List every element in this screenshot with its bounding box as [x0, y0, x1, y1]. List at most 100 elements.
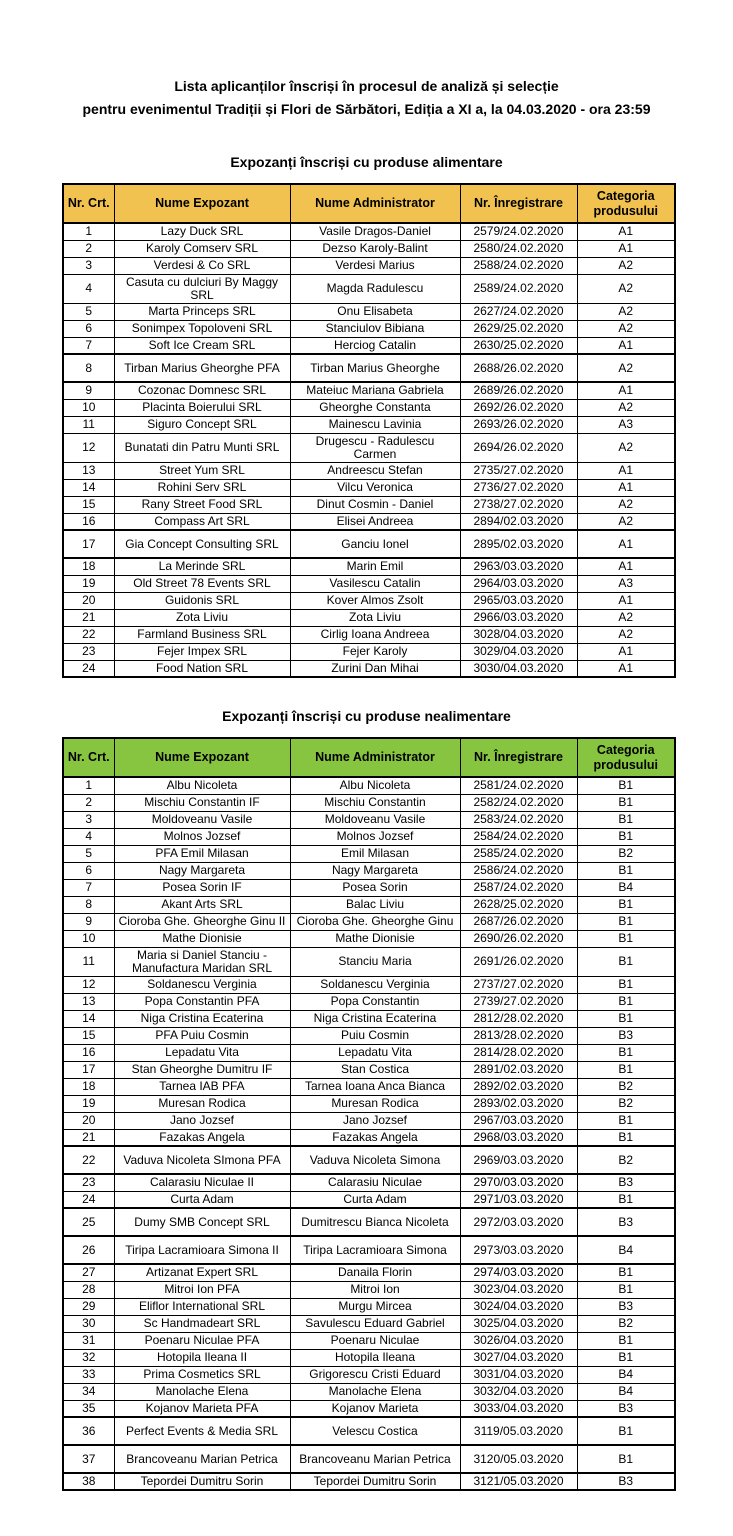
- cell-categoria: A2: [576, 302, 676, 321]
- cell-administrator: Savulescu Eduard Gabriel: [289, 1314, 461, 1333]
- column-header-nr: Nr. Crt.: [62, 183, 115, 224]
- cell-administrator: Brancoveanu Marian Petrica: [289, 1444, 461, 1474]
- cell-administrator: Jano Jozsef: [289, 1111, 461, 1130]
- table-row: 11 Maria si Daniel Stanciu - Manufactura …: [62, 946, 676, 977]
- cell-expozant: Hotopila Ileana II: [113, 1348, 291, 1367]
- cell-inregistrare: 2692/26.02.2020: [459, 398, 578, 417]
- header-row-alimentare: Nr. Crt. Nume Expozant Nume Administrator N…: [62, 183, 676, 224]
- cell-expozant: Karoly Comserv SRL: [113, 239, 291, 258]
- cell-expozant: La Merinde SRL: [113, 557, 291, 576]
- table-row: 22 Farmland Business SRL Cirlig Ioana Andr…: [62, 625, 676, 644]
- table-row: 18 Tarnea IAB PFA Tarnea Ioana Anca Bianca…: [62, 1077, 676, 1096]
- cell-categoria: B3: [576, 1472, 676, 1491]
- table-row: 7 Soft Ice Cream SRL Herciog Catalin 2630/2…: [62, 336, 676, 355]
- cell-categoria: B1: [576, 1128, 676, 1147]
- cell-nr: 35: [62, 1399, 115, 1418]
- cell-nr: 34: [62, 1382, 115, 1401]
- cell-nr: 2: [62, 239, 115, 258]
- cell-administrator: Fazakas Angela: [289, 1128, 461, 1147]
- cell-nr: 5: [62, 302, 115, 321]
- cell-expozant: Verdesi & Co SRL: [113, 256, 291, 275]
- cell-expozant: Food Nation SRL: [113, 659, 291, 678]
- cell-administrator: Marin Emil: [289, 557, 461, 576]
- cell-expozant: Soldanescu Verginia: [113, 975, 291, 994]
- cell-administrator: Danaila Florin: [289, 1263, 461, 1282]
- cell-administrator: Emil Milasan: [289, 844, 461, 863]
- cell-categoria: A3: [576, 574, 676, 593]
- table-row: 5 Marta Princeps SRL Onu Elisabeta 2627/24.…: [62, 302, 676, 321]
- column-header-administrator: Nume Administrator: [289, 737, 461, 778]
- cell-expozant: Posea Sorin IF: [113, 878, 291, 897]
- column-header-expozant: Nume Expozant: [113, 737, 291, 778]
- cell-expozant: Gia Concept Consulting SRL: [113, 529, 291, 559]
- cell-expozant: Stan Gheorghe Dumitru IF: [113, 1060, 291, 1079]
- cell-inregistrare: 2739/27.02.2020: [459, 992, 578, 1011]
- cell-inregistrare: 2968/03.03.2020: [459, 1128, 578, 1147]
- cell-administrator: Poenaru Niculae: [289, 1331, 461, 1350]
- cell-administrator: Mateiuc Mariana Gabriela: [289, 381, 461, 400]
- cell-nr: 24: [62, 659, 115, 678]
- table-row: 10 Placinta Boierului SRL Gheorghe Constan…: [62, 398, 676, 417]
- cell-expozant: Tarnea IAB PFA: [113, 1077, 291, 1096]
- cell-administrator: Zota Liviu: [289, 608, 461, 627]
- cell-nr: 22: [62, 1145, 115, 1175]
- cell-inregistrare: 3031/04.03.2020: [459, 1365, 578, 1384]
- table-row: 35 Kojanov Marieta PFA Kojanov Marieta 3033…: [62, 1399, 676, 1418]
- cell-expozant: Moldoveanu Vasile: [113, 810, 291, 829]
- cell-nr: 36: [62, 1416, 115, 1446]
- cell-administrator: Vilcu Veronica: [289, 478, 461, 497]
- cell-expozant: Manolache Elena: [113, 1382, 291, 1401]
- cell-inregistrare: 2967/03.03.2020: [459, 1111, 578, 1130]
- cell-administrator: Vasile Dragos-Daniel: [289, 222, 461, 241]
- cell-administrator: Tirban Marius Gheorghe: [289, 353, 461, 383]
- cell-categoria: B1: [576, 1009, 676, 1028]
- title-line-1: Lista aplicanților înscriși în procesul …: [174, 78, 559, 94]
- table-row: 25 Dumy SMB Concept SRL Dumitrescu Bianca …: [62, 1207, 676, 1237]
- table-row: 17 Gia Concept Consulting SRL Ganciu Ionel…: [62, 529, 676, 559]
- cell-administrator: Vaduva Nicoleta Simona: [289, 1145, 461, 1175]
- cell-nr: 6: [62, 861, 115, 880]
- cell-expozant: Sonimpex Topoloveni SRL: [113, 319, 291, 338]
- cell-nr: 7: [62, 336, 115, 355]
- cell-expozant: Curta Adam: [113, 1190, 291, 1209]
- table-row: 34 Manolache Elena Manolache Elena 3032/04.…: [62, 1382, 676, 1401]
- table-row: 8 Akant Arts SRL Balac Liviu 2628/25.02.202…: [62, 895, 676, 914]
- cell-expozant: PFA Puiu Cosmin: [113, 1026, 291, 1045]
- cell-nr: 21: [62, 1128, 115, 1147]
- cell-inregistrare: 2969/03.03.2020: [459, 1145, 578, 1175]
- cell-categoria: A2: [576, 256, 676, 275]
- cell-expozant: Prima Cosmetics SRL: [113, 1365, 291, 1384]
- column-header-categoria: Categoria produsului: [576, 737, 676, 778]
- table-row: 19 Muresan Rodica Muresan Rodica 2893/02.03…: [62, 1094, 676, 1113]
- cell-nr: 16: [62, 1043, 115, 1062]
- cell-expozant: Casuta cu dulciuri By Maggy SRL: [113, 273, 291, 304]
- cell-inregistrare: 2894/02.03.2020: [459, 512, 578, 531]
- cell-administrator: Hotopila Ileana: [289, 1348, 461, 1367]
- cell-expozant: Tepordei Dumitru Sorin: [113, 1472, 291, 1491]
- cell-categoria: A1: [576, 478, 676, 497]
- cell-inregistrare: 3026/04.03.2020: [459, 1331, 578, 1350]
- cell-administrator: Dezso Karoly-Balint: [289, 239, 461, 258]
- cell-expozant: Poenaru Niculae PFA: [113, 1331, 291, 1350]
- cell-categoria: B1: [576, 992, 676, 1011]
- cell-nr: 3: [62, 810, 115, 829]
- table-row: 33 Prima Cosmetics SRL Grigorescu Cristi E…: [62, 1365, 676, 1384]
- cell-expozant: Muresan Rodica: [113, 1094, 291, 1113]
- cell-expozant: Eliflor International SRL: [113, 1297, 291, 1316]
- cell-expozant: Cozonac Domnesc SRL: [113, 381, 291, 400]
- cell-expozant: Fazakas Angela: [113, 1128, 291, 1147]
- cell-categoria: B4: [576, 878, 676, 897]
- cell-expozant: Mitroi Ion PFA: [113, 1280, 291, 1299]
- cell-inregistrare: 2736/27.02.2020: [459, 478, 578, 497]
- cell-administrator: Tepordei Dumitru Sorin: [289, 1472, 461, 1491]
- cell-administrator: Moldoveanu Vasile: [289, 810, 461, 829]
- cell-administrator: Stanciulov Bibiana: [289, 319, 461, 338]
- cell-inregistrare: 2895/02.03.2020: [459, 529, 578, 559]
- section-title-alimentare: Expozanți înscriși cu produse alimentare: [230, 154, 503, 170]
- cell-expozant: Bunatati din Patru Munti SRL: [113, 432, 291, 463]
- cell-administrator: Albu Nicoleta: [289, 776, 461, 795]
- cell-administrator: Velescu Costica: [289, 1416, 461, 1446]
- cell-administrator: Soldanescu Verginia: [289, 975, 461, 994]
- cell-inregistrare: 2583/24.02.2020: [459, 810, 578, 829]
- document-title: Lista aplicanților înscriși în procesul …: [0, 75, 733, 121]
